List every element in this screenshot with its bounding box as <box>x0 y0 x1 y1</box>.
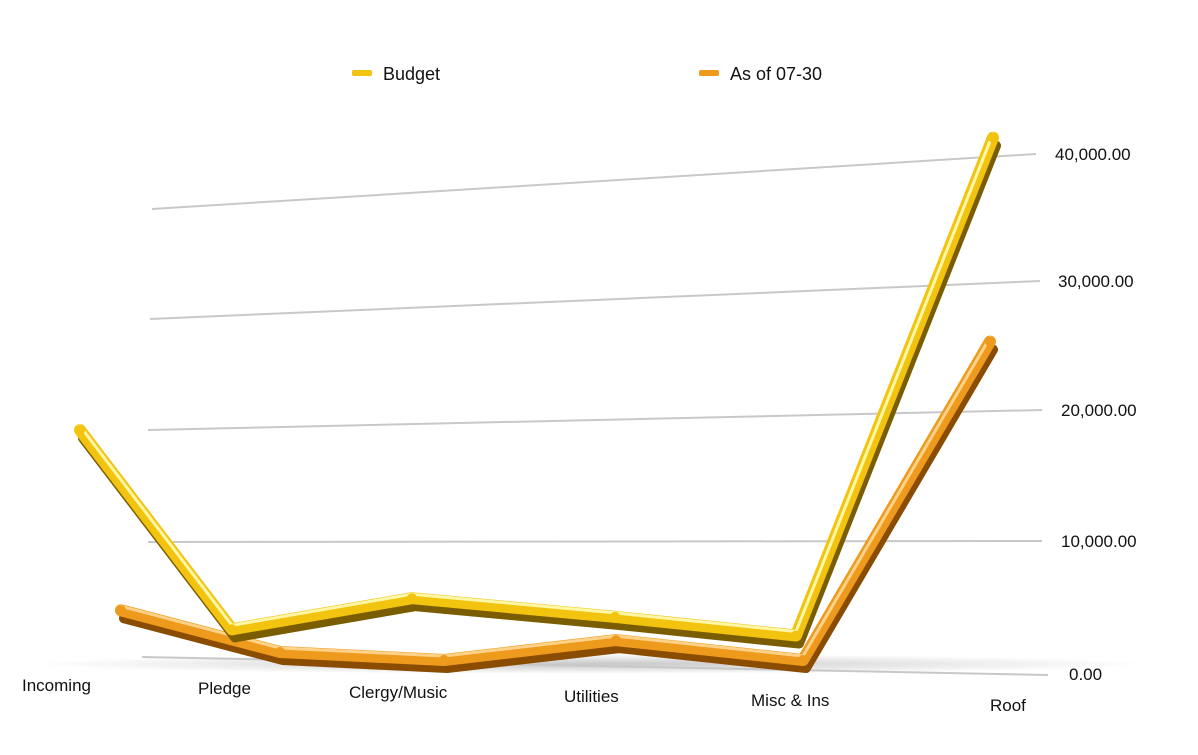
x-category-label: Pledge <box>198 679 251 698</box>
series-line-highlight <box>119 336 992 658</box>
x-category-label: Misc & Ins <box>751 691 829 710</box>
data-point <box>439 655 449 665</box>
data-point <box>985 336 995 347</box>
data-point <box>798 655 808 665</box>
data-point <box>988 132 998 143</box>
x-category-label: Roof <box>990 696 1026 715</box>
gridlines <box>141 153 1049 676</box>
data-point <box>116 605 126 616</box>
gridline <box>149 280 1041 320</box>
floor-shadow <box>30 654 1150 674</box>
data-point <box>610 611 620 622</box>
data-point <box>75 425 85 436</box>
series-budget <box>74 131 1001 649</box>
data-point <box>791 630 801 641</box>
x-category-label: Clergy/Music <box>349 683 448 702</box>
data-point <box>227 624 237 635</box>
legend: Budget As of 07-30 <box>352 64 822 84</box>
series-layer <box>74 131 1001 673</box>
data-point <box>407 593 417 604</box>
x-category-label: Utilities <box>564 687 619 706</box>
gridline <box>147 540 1043 543</box>
legend-swatch-as-of <box>699 70 719 76</box>
y-tick-label: 0.00 <box>1069 665 1102 684</box>
gridline <box>151 153 1037 210</box>
y-tick-label: 20,000.00 <box>1061 401 1137 420</box>
series-line-highlight <box>78 132 995 633</box>
series-line <box>115 335 996 666</box>
x-category-label: Incoming <box>22 676 91 695</box>
data-point <box>611 635 621 646</box>
series-line-depth <box>119 344 998 673</box>
y-tick-label: 30,000.00 <box>1058 272 1134 291</box>
gridline <box>147 409 1043 431</box>
legend-label-as-of: As of 07-30 <box>730 64 822 84</box>
y-tick-label: 10,000.00 <box>1061 532 1137 551</box>
y-tick-label: 40,000.00 <box>1055 145 1131 164</box>
x-axis-categories: Incoming Pledge Clergy/Music Utilities M… <box>22 676 1026 715</box>
data-point <box>275 647 285 657</box>
series-as-of-07-30 <box>115 335 998 673</box>
y-axis-ticks: 0.00 10,000.00 20,000.00 30,000.00 40,00… <box>1055 145 1137 684</box>
legend-label-budget: Budget <box>383 64 440 84</box>
legend-swatch-budget <box>352 70 372 76</box>
